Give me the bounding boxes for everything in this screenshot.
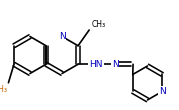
Text: OCH₃: OCH₃ [0, 85, 8, 94]
Text: N: N [159, 87, 166, 96]
Text: CH₃: CH₃ [91, 20, 105, 29]
Text: HN: HN [89, 60, 103, 69]
Text: N: N [112, 60, 118, 69]
Text: N: N [59, 32, 65, 41]
